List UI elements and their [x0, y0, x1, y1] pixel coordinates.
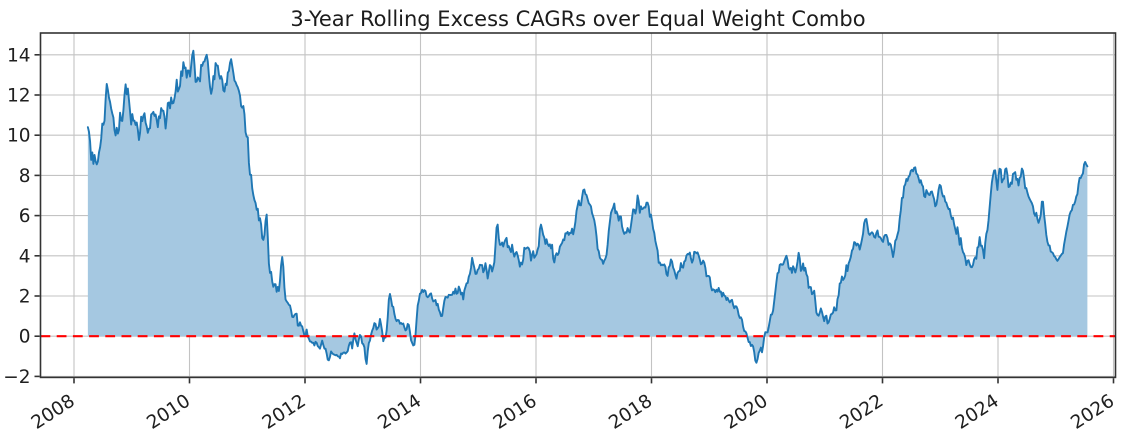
series-area-fill	[87, 50, 1088, 364]
axes-spines	[39, 32, 1117, 379]
chart-title: 3-Year Rolling Excess CAGRs over Equal W…	[290, 7, 865, 31]
series-line	[86, 49, 1089, 365]
y-tick-label: 14	[7, 45, 31, 66]
y-tick-label: 8	[19, 166, 31, 187]
y-tick-label: 2	[19, 287, 31, 308]
y-tick-label: 10	[7, 126, 31, 147]
y-tick-label: 12	[7, 86, 31, 107]
y-tick-label: 6	[19, 206, 31, 227]
y-tick-label: 0	[19, 327, 31, 348]
y-tick-label: −2	[3, 367, 30, 388]
y-tick-label: 4	[19, 246, 31, 267]
